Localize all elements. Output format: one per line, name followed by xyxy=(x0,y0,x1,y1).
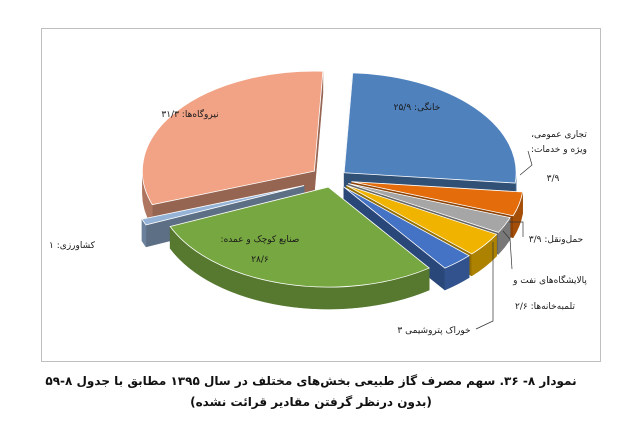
label-tejari-line1: تجاری عمومی، xyxy=(531,130,587,140)
label-niroogah: نیروگاه‌ها: ۳۱/۳ xyxy=(161,108,218,120)
leader-lines xyxy=(475,150,533,330)
label-sanaye-line1: صنایع کوچک و عمده: xyxy=(221,235,300,245)
leader-line-tejari xyxy=(519,150,533,176)
slice-top-tejari xyxy=(351,181,524,217)
slice-top-sanaye xyxy=(169,186,430,288)
label-sanaye-line2: ۲۸/۶ xyxy=(251,255,269,265)
label-khorak: خوراک پتروشیمی ۳ xyxy=(397,325,470,336)
leader-line-palayesh xyxy=(502,230,513,270)
label-keshavarzi: کشاورزی: ۱ xyxy=(49,241,96,251)
label-tejari-line2: ویژه و خدمات: xyxy=(531,145,587,155)
chart-caption-title: نمودار ۸- ۳۶. سهم مصرف گاز طبیعی بخش‌های… xyxy=(45,374,577,388)
slice-top-khorak xyxy=(343,186,470,269)
slice-top-hamlonaql xyxy=(346,185,498,255)
pie-slice-sanaye xyxy=(169,186,430,310)
leader-line-hamlonaql xyxy=(509,221,524,237)
label-palayesh-line1: پالایشگاه‌های نفت و xyxy=(512,274,587,286)
slice-labels: خانگی: ۲۵/۹ تجاری عمومی، ویژه و خدمات: ۳… xyxy=(49,101,587,336)
chart-frame: خانگی: ۲۵/۹ تجاری عمومی، ویژه و خدمات: ۳… xyxy=(41,28,601,362)
slice-top-khanegi xyxy=(343,72,517,184)
label-khanegi: خانگی: ۲۵/۹ xyxy=(394,101,441,113)
label-hamlonaql: حمل‌ونقل: ۳/۹ xyxy=(529,235,583,245)
label-palayesh-line2: تلمبه‌خانه‌ها: ۲/۶ xyxy=(515,302,575,312)
chart-caption-note: (بدون درنظر گرفتن مقادیر قرائت نشده) xyxy=(190,395,432,409)
slice-top-niroogah xyxy=(142,70,324,206)
slice-top-palayesh xyxy=(348,183,511,233)
leader-line-khorak xyxy=(475,242,494,330)
slice-top-keshavarzi xyxy=(141,185,305,226)
label-tejari-line3: ۳/۹ xyxy=(547,174,560,184)
pie-slices xyxy=(141,70,524,310)
pie-chart: خانگی: ۲۵/۹ تجاری عمومی، ویژه و خدمات: ۳… xyxy=(49,70,587,336)
